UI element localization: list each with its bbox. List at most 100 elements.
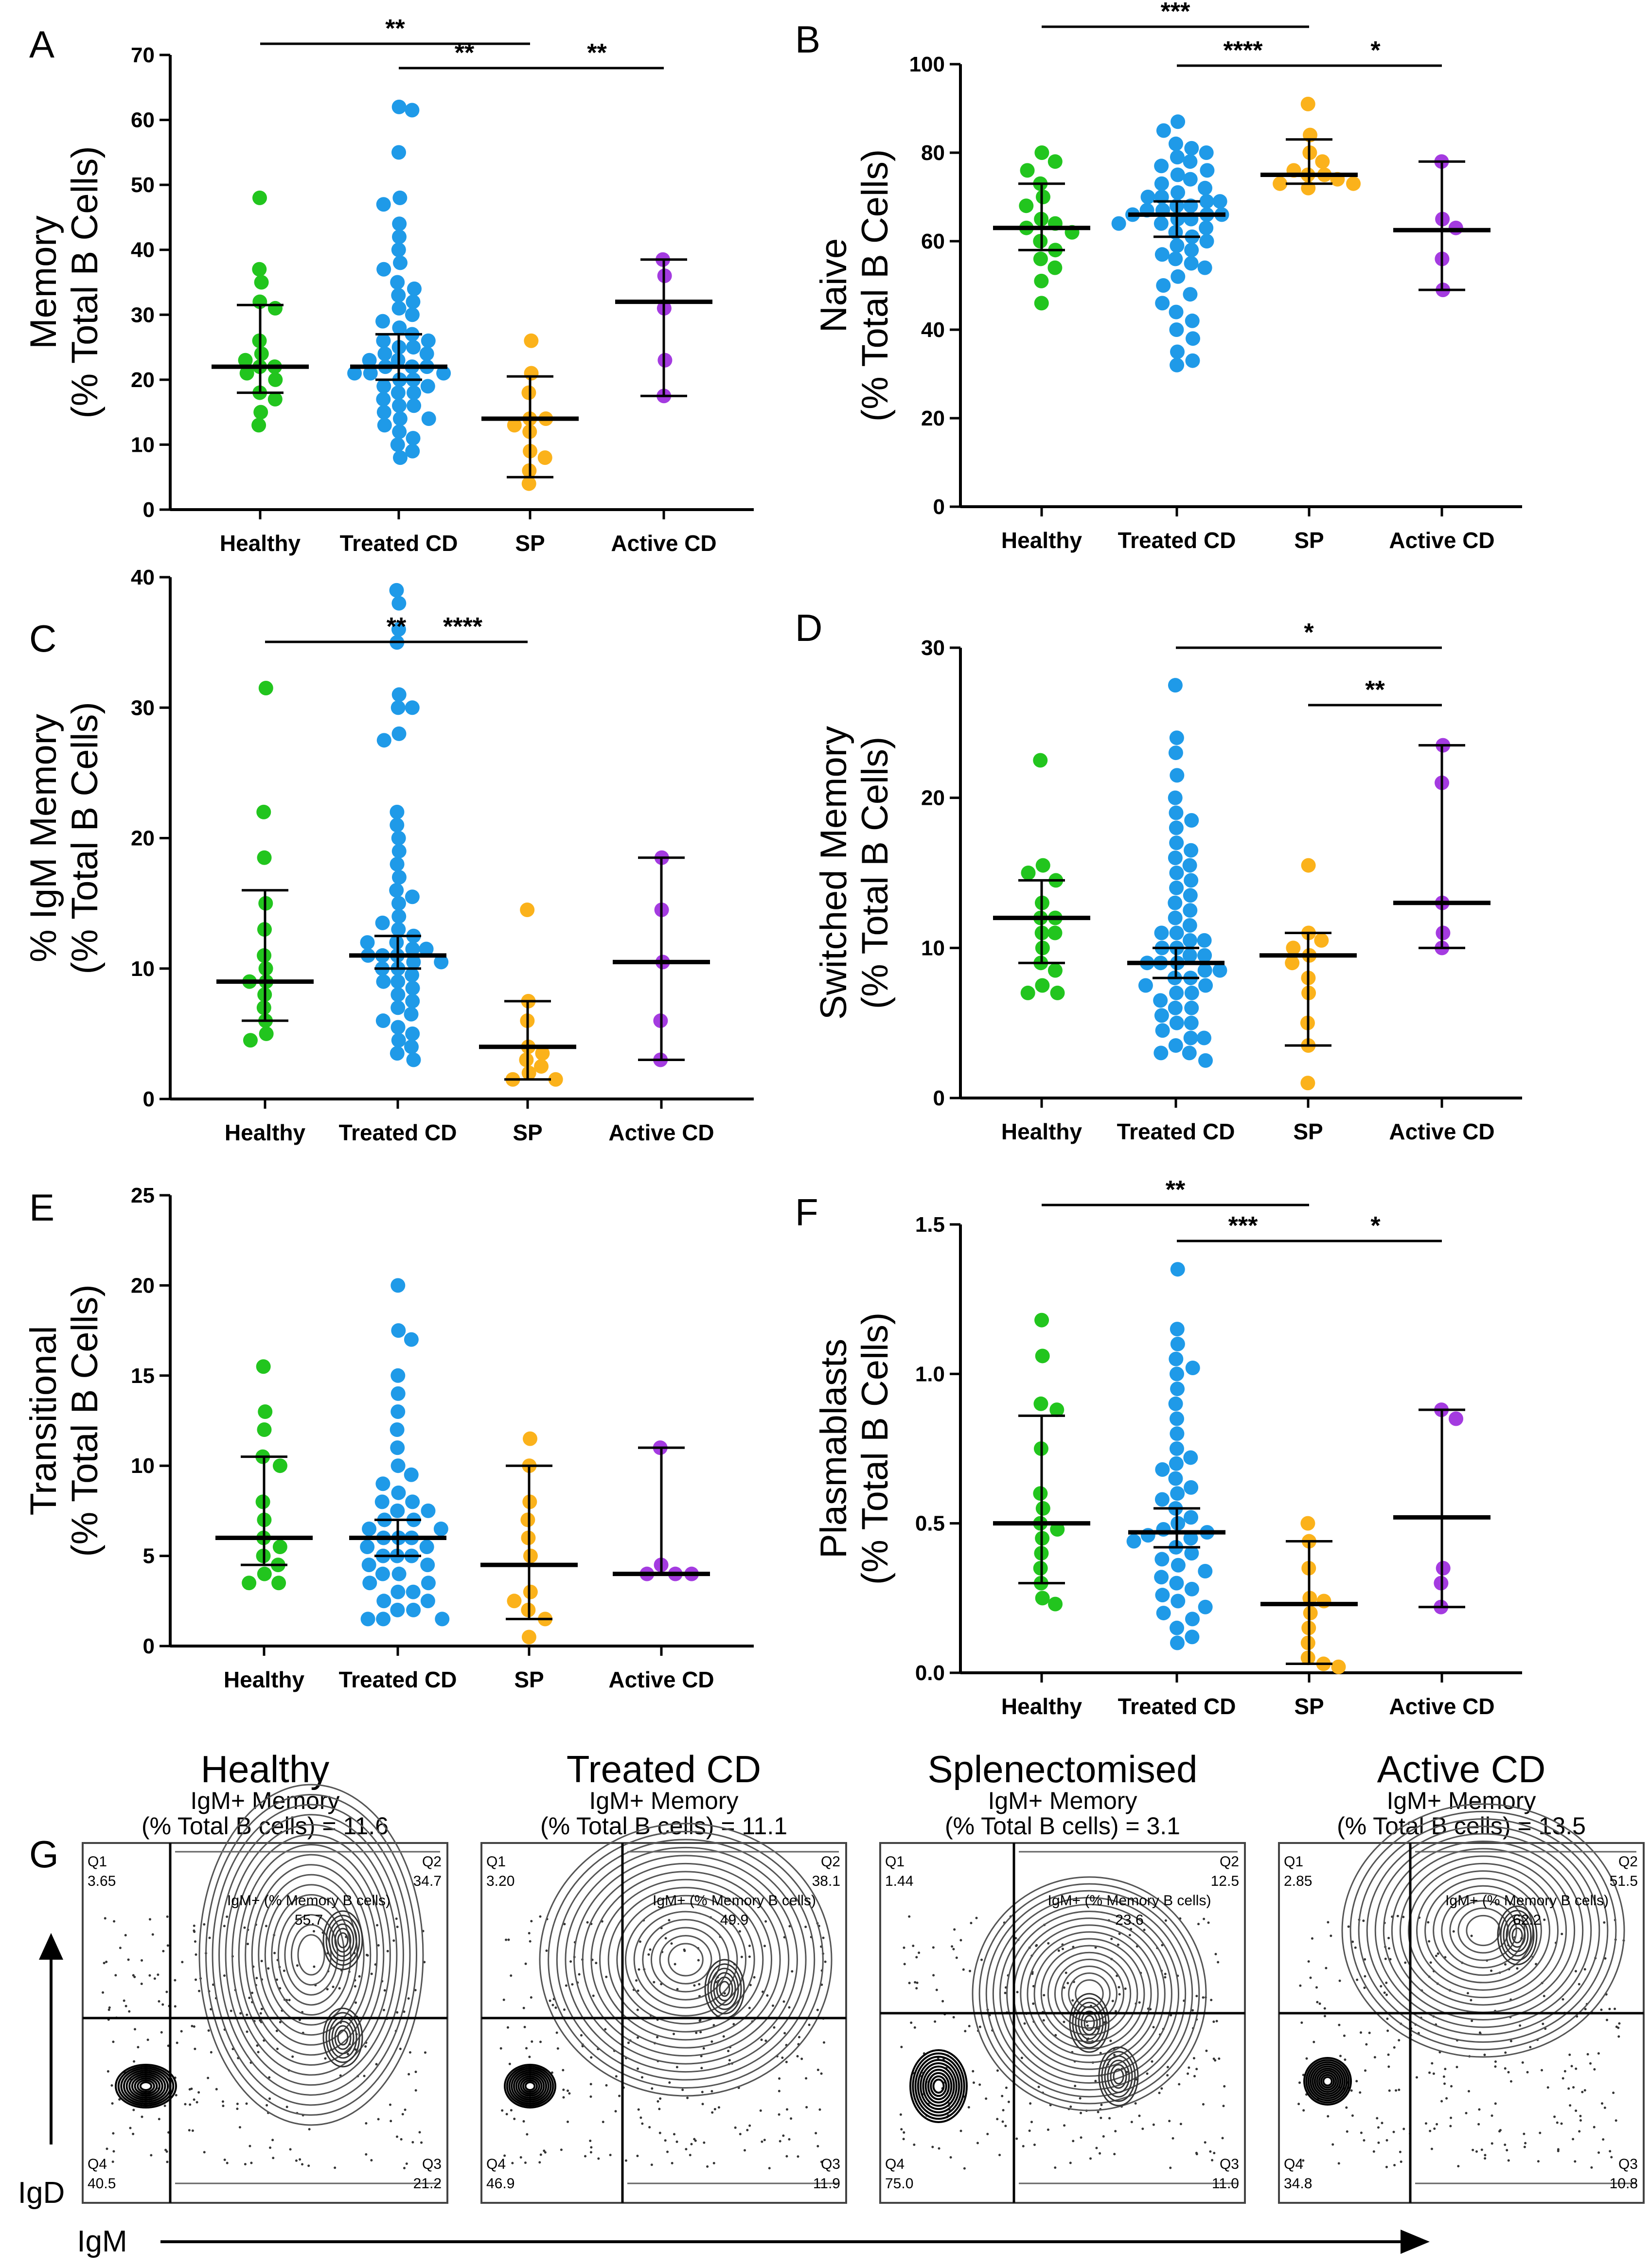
event-dot bbox=[636, 2008, 639, 2011]
series-active-cd bbox=[1393, 738, 1490, 956]
event-dot bbox=[1015, 2137, 1018, 2140]
contour-line bbox=[245, 1854, 378, 2056]
series-sp bbox=[481, 333, 579, 491]
event-dot bbox=[902, 2138, 905, 2141]
event-dot bbox=[637, 2036, 639, 2039]
event-dot bbox=[1575, 2109, 1578, 2112]
data-point bbox=[391, 596, 407, 611]
event-dot bbox=[1193, 2075, 1196, 2078]
event-dot bbox=[1001, 2120, 1004, 2123]
data-point bbox=[267, 391, 283, 407]
event-dot bbox=[193, 2098, 195, 2101]
data-point bbox=[391, 301, 407, 316]
event-dot bbox=[818, 2108, 821, 2111]
panel-D: D 0 10 20 30 Switched Memory (% Total B Cells)… bbox=[795, 606, 1522, 1144]
data-point bbox=[243, 1033, 258, 1048]
contour-hotspot bbox=[328, 1919, 357, 1962]
event-dot bbox=[112, 2150, 115, 2153]
data-point bbox=[1198, 1564, 1213, 1579]
data-point bbox=[375, 915, 390, 930]
event-dot bbox=[299, 2158, 302, 2161]
event-dot bbox=[1402, 2127, 1405, 2130]
data-point bbox=[405, 968, 420, 983]
contour-hotspot bbox=[334, 2025, 352, 2050]
event-dot bbox=[523, 2025, 526, 2028]
event-dot bbox=[1507, 2071, 1510, 2073]
event-dot bbox=[1343, 2034, 1346, 2037]
data-point bbox=[271, 1576, 286, 1591]
event-dot bbox=[671, 2162, 674, 2164]
y-axis-title: Switched Memory bbox=[813, 726, 854, 1020]
x-tick-label: Treated CD bbox=[1118, 1694, 1236, 1719]
event-dot bbox=[423, 1961, 426, 1964]
data-point bbox=[1436, 1560, 1451, 1576]
data-point bbox=[1183, 172, 1198, 187]
contour-hotspot bbox=[716, 1976, 733, 2002]
event-dot bbox=[1337, 2162, 1340, 2165]
event-dot bbox=[408, 2073, 410, 2076]
x-tick-label: Active CD bbox=[608, 1667, 714, 1692]
event-dot bbox=[530, 1920, 533, 1923]
event-dot bbox=[1063, 2020, 1065, 2023]
event-dot bbox=[798, 2036, 800, 2038]
event-dot bbox=[1214, 2059, 1217, 2062]
event-dot bbox=[589, 2139, 592, 2142]
data-point bbox=[534, 1059, 549, 1074]
x-tick-label: SP bbox=[515, 531, 545, 556]
event-dot bbox=[1494, 2102, 1497, 2105]
event-dot bbox=[111, 2102, 114, 2105]
data-point bbox=[391, 922, 406, 937]
event-dot bbox=[141, 1959, 143, 1962]
event-dot bbox=[405, 2162, 408, 2165]
x-tick-label: Active CD bbox=[1389, 1119, 1494, 1144]
event-dot bbox=[1560, 2122, 1563, 2125]
event-dot bbox=[748, 1944, 751, 1947]
event-dot bbox=[563, 2008, 566, 2011]
event-dot bbox=[151, 1933, 154, 1936]
event-dot bbox=[1583, 1968, 1586, 1971]
event-dot bbox=[1212, 2020, 1215, 2023]
event-dot bbox=[659, 2097, 662, 2100]
series-treated-cd bbox=[349, 583, 449, 1067]
event-dot bbox=[1072, 2140, 1075, 2143]
event-dot bbox=[699, 2031, 702, 2034]
event-dot bbox=[158, 2118, 160, 2121]
data-point bbox=[1170, 1366, 1185, 1382]
series-treated-cd bbox=[1127, 678, 1227, 1068]
event-dot bbox=[1179, 2123, 1182, 2126]
contour-q4 bbox=[504, 2064, 556, 2109]
q1-value: 1.44 bbox=[885, 1873, 913, 1889]
event-dot bbox=[998, 2154, 1001, 2157]
data-point bbox=[268, 372, 283, 387]
data-point bbox=[252, 190, 267, 205]
event-dot bbox=[153, 1977, 156, 1980]
data-point bbox=[390, 817, 405, 833]
data-point bbox=[391, 145, 407, 160]
event-dot bbox=[1509, 2039, 1512, 2042]
event-dot bbox=[189, 2103, 192, 2106]
q1-label: Q1 bbox=[88, 1854, 107, 1870]
panel-E: E 0 5 10 15 20 25 Transitional (% Total B Cells)… bbox=[23, 1184, 754, 1692]
data-point bbox=[421, 1503, 436, 1518]
event-dot bbox=[970, 1922, 973, 1925]
data-point bbox=[1168, 895, 1183, 910]
data-point bbox=[1170, 1486, 1185, 1501]
data-point bbox=[390, 1278, 406, 1293]
event-dot bbox=[499, 2047, 502, 2050]
plot-frame bbox=[879, 1842, 1246, 2204]
event-dot bbox=[418, 2131, 421, 2134]
event-dot bbox=[1398, 2039, 1401, 2042]
event-dot bbox=[396, 2011, 399, 2014]
event-dot bbox=[375, 2063, 378, 2066]
event-dot bbox=[1032, 2002, 1035, 2005]
contour-hotspot bbox=[1113, 2068, 1124, 2085]
event-dot bbox=[165, 2150, 168, 2153]
data-point bbox=[1034, 273, 1049, 288]
data-point bbox=[1169, 1351, 1184, 1366]
data-point bbox=[420, 1558, 435, 1573]
event-dot bbox=[609, 2154, 612, 2157]
contour-line bbox=[548, 1830, 824, 2089]
event-dot bbox=[530, 1996, 532, 1999]
event-dot bbox=[102, 1991, 105, 1994]
event-dot bbox=[972, 2081, 975, 2084]
